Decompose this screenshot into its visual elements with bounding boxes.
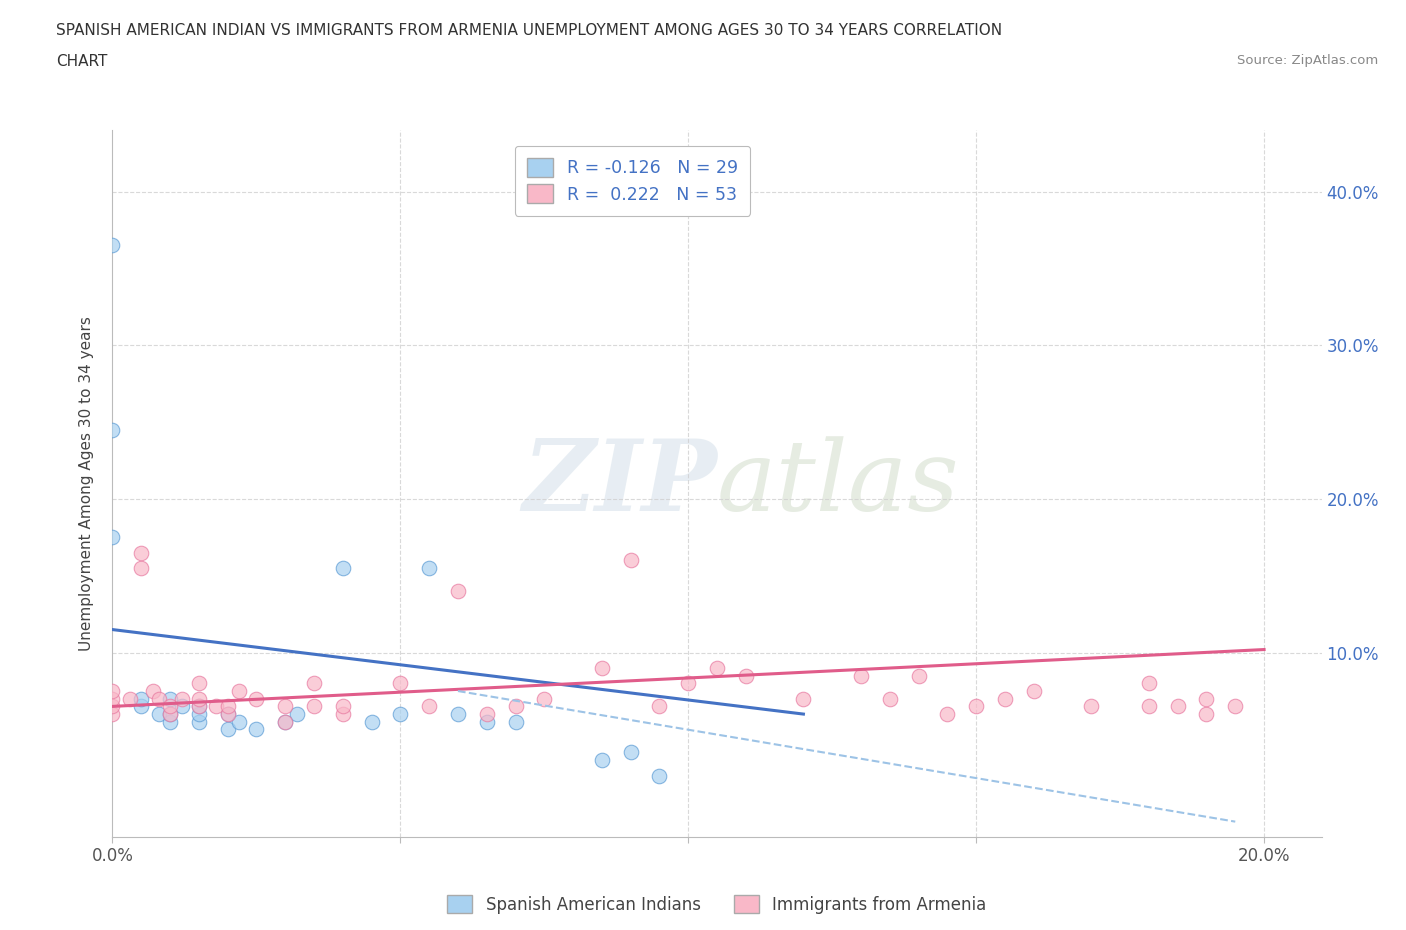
Point <box>389 676 412 691</box>
Point <box>187 699 209 714</box>
Point <box>332 699 354 714</box>
Point <box>418 699 440 714</box>
Point <box>620 745 643 760</box>
Point <box>159 707 181 722</box>
Point <box>849 669 872 684</box>
Text: Source: ZipAtlas.com: Source: ZipAtlas.com <box>1237 54 1378 67</box>
Point <box>170 691 193 706</box>
Point <box>678 676 700 691</box>
Point <box>129 561 152 576</box>
Point <box>734 669 756 684</box>
Point <box>217 707 239 722</box>
Point <box>447 707 470 722</box>
Point <box>159 699 181 714</box>
Point <box>332 561 354 576</box>
Point <box>217 707 239 722</box>
Point <box>1137 699 1160 714</box>
Point <box>187 699 209 714</box>
Point <box>187 691 209 706</box>
Legend: Spanish American Indians, Immigrants from Armenia: Spanish American Indians, Immigrants fro… <box>440 888 994 921</box>
Point <box>159 714 181 729</box>
Point <box>217 722 239 737</box>
Point <box>101 707 124 722</box>
Point <box>591 660 613 675</box>
Point <box>101 699 124 714</box>
Point <box>302 699 325 714</box>
Point <box>533 691 555 706</box>
Point <box>274 714 297 729</box>
Point <box>101 684 124 698</box>
Point <box>245 691 267 706</box>
Point <box>274 714 297 729</box>
Point <box>505 699 527 714</box>
Point <box>907 669 929 684</box>
Point <box>418 561 440 576</box>
Point <box>217 699 239 714</box>
Point <box>475 714 498 729</box>
Point <box>1195 691 1218 706</box>
Point <box>389 707 412 722</box>
Point <box>965 699 987 714</box>
Point <box>245 722 267 737</box>
Point <box>159 707 181 722</box>
Point <box>148 691 170 706</box>
Text: ZIP: ZIP <box>522 435 717 532</box>
Point <box>159 691 181 706</box>
Point <box>620 553 643 568</box>
Point <box>285 707 308 722</box>
Point <box>360 714 382 729</box>
Point <box>170 699 193 714</box>
Point <box>118 691 141 706</box>
Point <box>1080 699 1102 714</box>
Point <box>1225 699 1247 714</box>
Point <box>706 660 728 675</box>
Point <box>101 422 124 437</box>
Point <box>101 691 124 706</box>
Point <box>1167 699 1189 714</box>
Point <box>228 684 250 698</box>
Point <box>274 699 297 714</box>
Point <box>228 714 250 729</box>
Point <box>475 707 498 722</box>
Point <box>648 699 671 714</box>
Point <box>187 707 209 722</box>
Point <box>187 714 209 729</box>
Point <box>648 768 671 783</box>
Point <box>205 699 228 714</box>
Point <box>792 691 814 706</box>
Text: CHART: CHART <box>56 54 108 69</box>
Point <box>302 676 325 691</box>
Point <box>994 691 1017 706</box>
Point <box>142 684 165 698</box>
Text: SPANISH AMERICAN INDIAN VS IMMIGRANTS FROM ARMENIA UNEMPLOYMENT AMONG AGES 30 TO: SPANISH AMERICAN INDIAN VS IMMIGRANTS FR… <box>56 23 1002 38</box>
Point <box>187 676 209 691</box>
Point <box>148 707 170 722</box>
Point <box>332 707 354 722</box>
Point <box>879 691 901 706</box>
Point <box>129 691 152 706</box>
Point <box>1137 676 1160 691</box>
Point <box>129 699 152 714</box>
Point <box>101 238 124 253</box>
Text: atlas: atlas <box>717 436 960 531</box>
Point <box>1195 707 1218 722</box>
Point <box>1022 684 1045 698</box>
Point <box>936 707 959 722</box>
Y-axis label: Unemployment Among Ages 30 to 34 years: Unemployment Among Ages 30 to 34 years <box>79 316 94 651</box>
Point <box>447 584 470 599</box>
Point <box>505 714 527 729</box>
Point <box>591 752 613 767</box>
Point <box>101 530 124 545</box>
Point <box>129 545 152 560</box>
